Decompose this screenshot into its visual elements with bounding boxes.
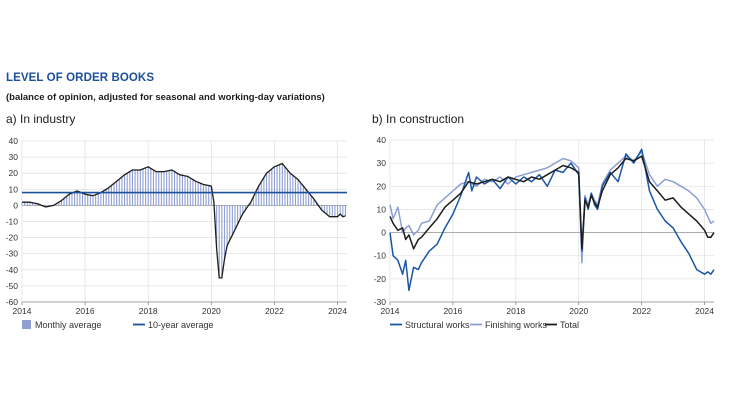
industry-y-tick-label: -20 (6, 233, 19, 243)
industry-y-tick-label: -60 (6, 297, 19, 307)
construction-y-tick-label: 10 (377, 204, 387, 214)
structural-works-line (389, 148, 715, 292)
finishing-works-line (389, 150, 715, 264)
construction-x-tick-label: 2022 (632, 306, 651, 316)
legend-monthly-average-swatch (22, 320, 31, 329)
construction-y-tick-label: 30 (377, 158, 387, 168)
industry-x-tick-label: 2024 (328, 306, 347, 316)
construction-x-tick-label: 2024 (695, 306, 714, 316)
construction-y-tick-label: -10 (374, 251, 387, 261)
construction-y-tick-label: -20 (374, 274, 387, 284)
legend-total-label: Total (560, 320, 579, 330)
industry-y-tick-label: -30 (6, 249, 19, 259)
industry-y-tick-label: 40 (9, 136, 19, 146)
construction-x-tick-label: 2018 (506, 306, 525, 316)
construction-y-tick-label: -30 (374, 297, 387, 307)
industry-y-tick-label: 20 (9, 168, 19, 178)
monthly-average-outline (22, 162, 346, 279)
total-line (389, 155, 715, 250)
industry-y-tick-label: 10 (9, 184, 19, 194)
construction-y-tick-label: 40 (377, 135, 387, 145)
chart-title: LEVEL OF ORDER BOOKS (6, 72, 155, 84)
industry-x-tick-label: 2018 (139, 306, 158, 316)
construction-y-tick-label: 0 (381, 228, 386, 238)
industry-x-tick-label: 2016 (76, 306, 95, 316)
industry-x-tick-label: 2020 (202, 306, 221, 316)
construction-x-tick-label: 2014 (381, 306, 400, 316)
industry-x-tick-label: 2022 (265, 306, 284, 316)
industry-y-tick-label: -10 (6, 217, 19, 227)
construction-y-tick-label: 20 (377, 181, 387, 191)
industry-y-tick-label: -50 (6, 281, 19, 291)
legend-monthly-average-label: Monthly average (35, 320, 102, 330)
chart-subtitle: (balance of opinion, adjusted for season… (6, 92, 325, 103)
construction-x-tick-label: 2016 (443, 306, 462, 316)
panel-b-title: b) In construction (372, 112, 465, 126)
construction-x-tick-label: 2020 (569, 306, 588, 316)
legend-structural-works-label: Structural works (405, 320, 470, 330)
industry-y-tick-label: 0 (13, 200, 18, 210)
industry-y-tick-label: 30 (9, 152, 19, 162)
panel-a-title: a) In industry (6, 112, 76, 126)
industry-y-tick-label: -40 (6, 265, 19, 275)
legend-finishing-works-label: Finishing works (485, 320, 548, 330)
industry-x-tick-label: 2014 (13, 306, 32, 316)
legend-ten-year-average-label: 10-year average (148, 320, 214, 330)
